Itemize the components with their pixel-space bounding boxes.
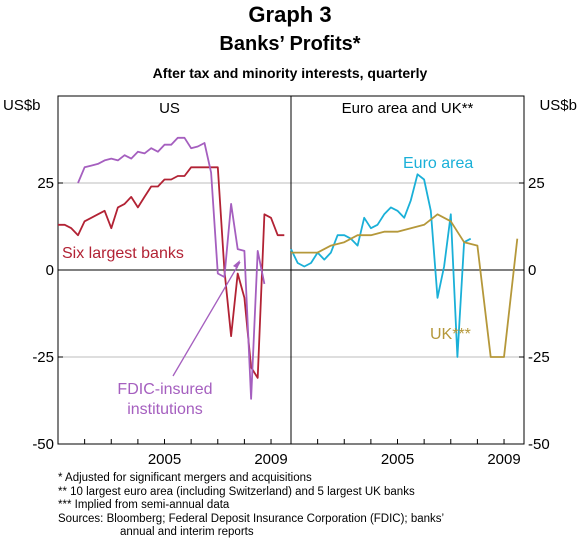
chart-subtitle: Banks’ Profits* xyxy=(219,33,361,55)
series-line-euro-area xyxy=(290,173,472,358)
y-unit-left: US$b xyxy=(3,97,41,114)
label-euro-area: Euro area xyxy=(403,155,473,172)
series-line-six-largest-banks xyxy=(58,166,285,379)
sources-line-1: Sources: Bloomberg; Federal Deposit Insu… xyxy=(58,512,445,525)
chart-description: After tax and minority interests, quarte… xyxy=(152,65,428,81)
footnotes: * Adjusted for significant mergers and a… xyxy=(58,472,444,540)
series-line-fdic-insured xyxy=(77,136,266,400)
y-tick-label-left: -50 xyxy=(32,436,54,453)
fdic-arrow-line xyxy=(172,261,241,377)
y-tick-label-left: 25 xyxy=(37,175,54,192)
y-tick-label-right: 0 xyxy=(528,262,536,279)
x-tick-label: 2005 xyxy=(148,451,181,468)
sources-line-2: annual and interim reports xyxy=(120,526,254,539)
label-uk: UK*** xyxy=(430,326,471,343)
label-six-largest-banks: Six largest banks xyxy=(62,245,184,262)
footnote-3: *** Implied from semi-annual data xyxy=(58,499,230,512)
y-tick-label-left: 0 xyxy=(46,262,54,279)
x-tick-label: 2005 xyxy=(381,451,414,468)
fdic-arrow-head xyxy=(233,260,240,269)
series-line-uk xyxy=(291,213,519,358)
footnote-2: ** 10 largest euro area (including Switz… xyxy=(58,485,415,498)
y-unit-right: US$b xyxy=(539,97,577,114)
x-tick-label: 2009 xyxy=(254,451,287,468)
label-fdic-line1: FDIC-insured xyxy=(117,381,212,398)
panel-title-euro-uk: Euro area and UK** xyxy=(342,100,474,117)
x-tick-label: 2009 xyxy=(487,451,520,468)
y-tick-label-right: -50 xyxy=(528,436,550,453)
y-tick-label-left: -25 xyxy=(32,349,54,366)
label-fdic-line2: institutions xyxy=(127,401,203,418)
chart-title: Graph 3 xyxy=(248,2,332,27)
footnote-1: * Adjusted for significant mergers and a… xyxy=(58,472,312,484)
panel-title-us: US xyxy=(159,100,180,117)
y-tick-label-right: 25 xyxy=(528,175,545,192)
y-tick-label-right: -25 xyxy=(528,349,550,366)
